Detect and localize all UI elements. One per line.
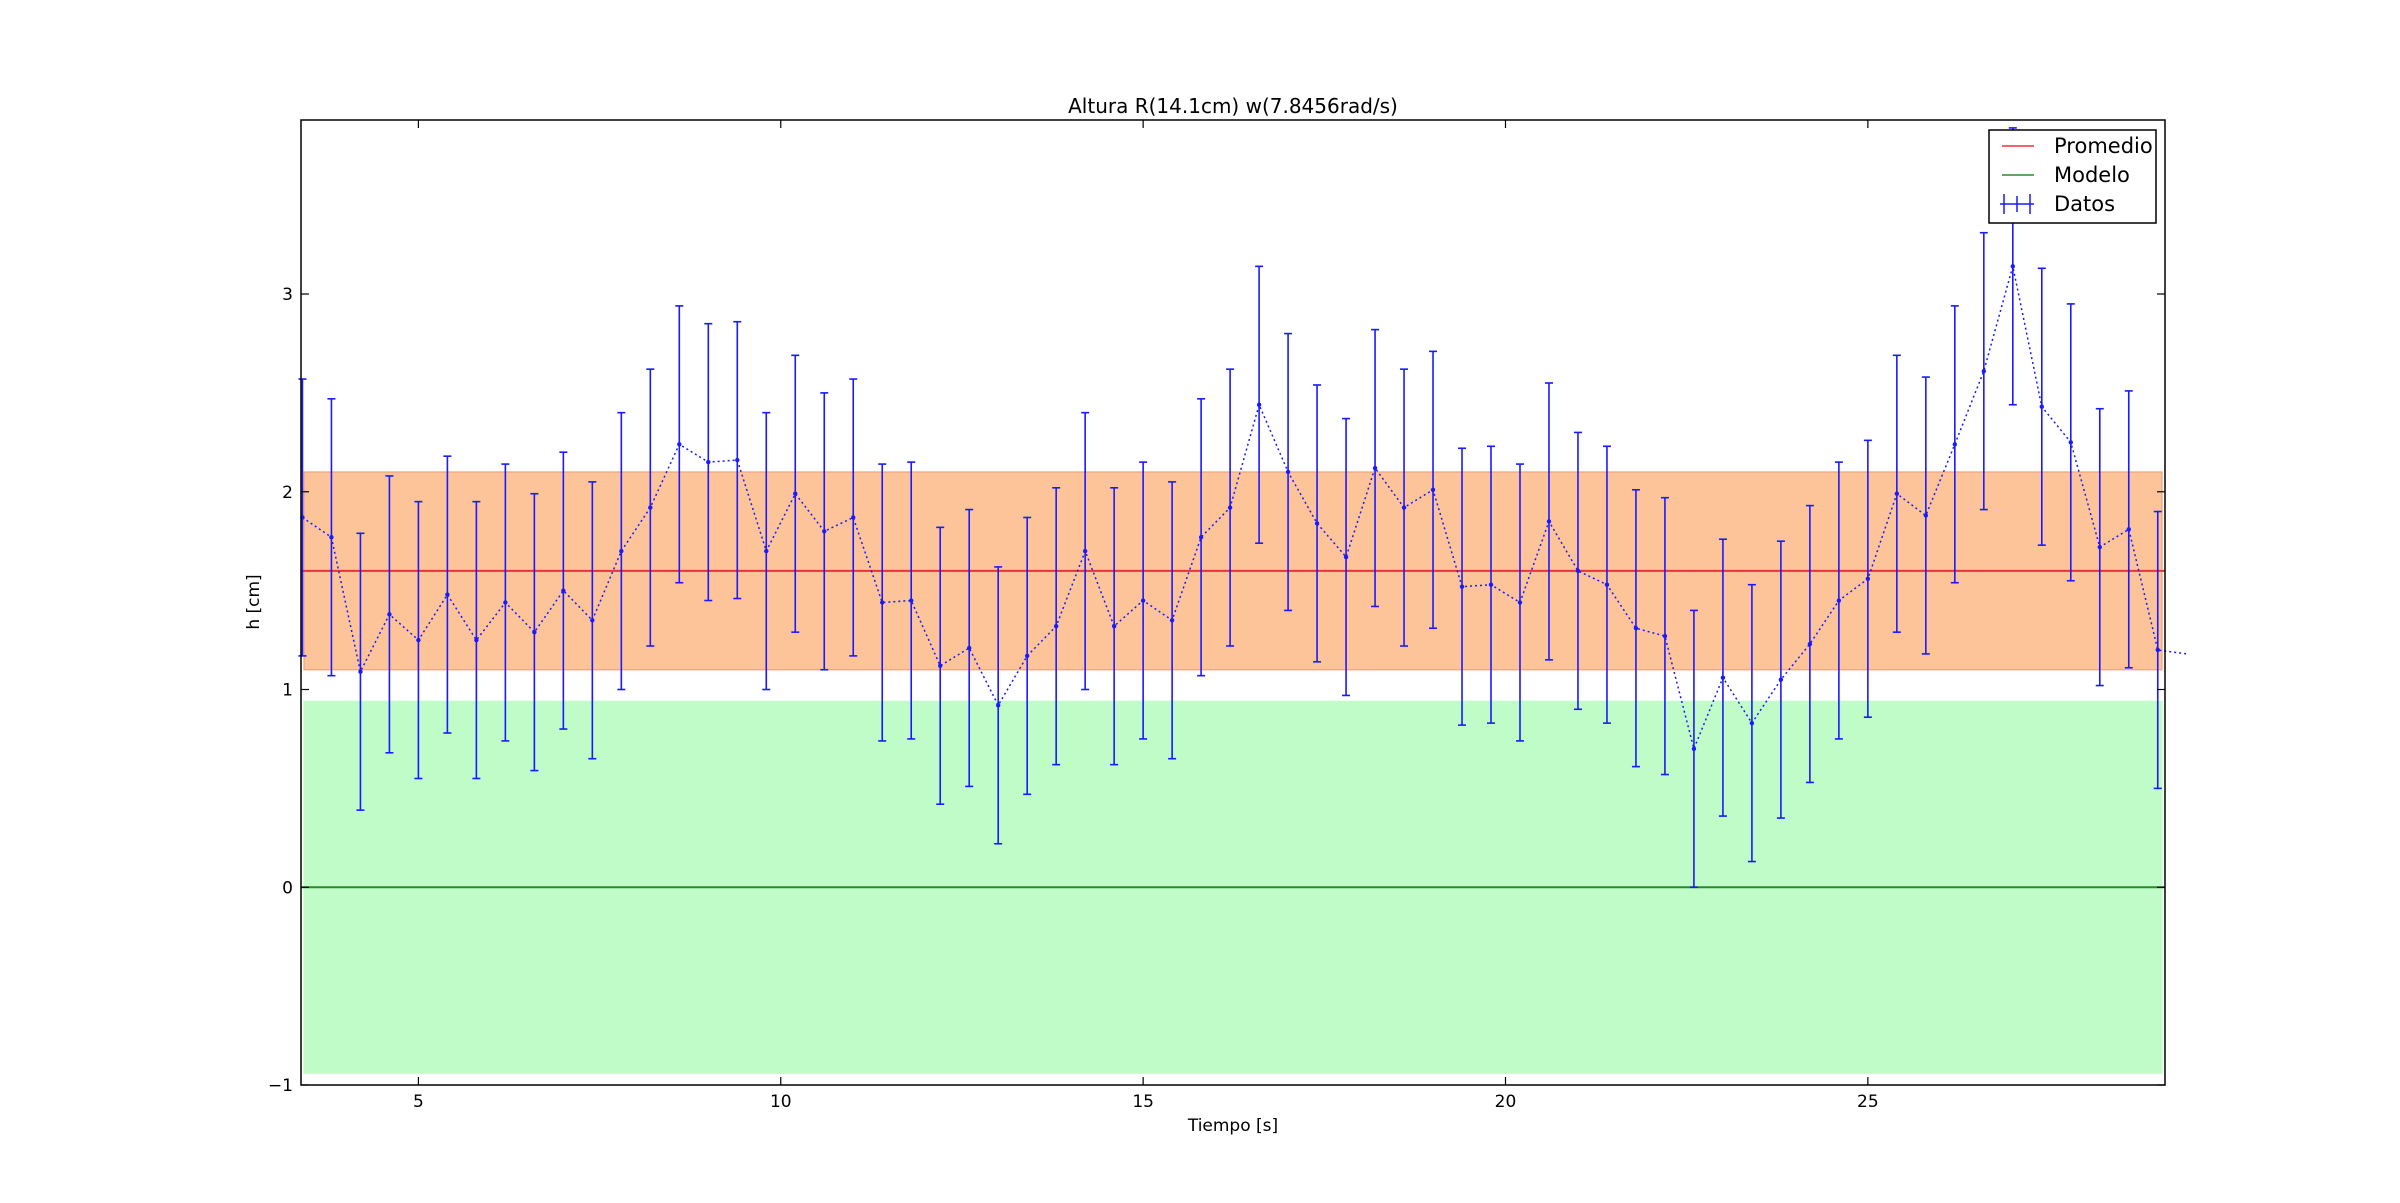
y-tick-label: 1 xyxy=(282,681,293,701)
datos-point xyxy=(358,669,363,674)
datos-point xyxy=(1807,641,1813,647)
datos-point xyxy=(648,505,653,510)
datos-point xyxy=(1575,568,1581,574)
datos-point xyxy=(1923,513,1929,518)
datos-point xyxy=(561,588,566,593)
datos-point xyxy=(416,637,421,643)
datos-point xyxy=(1198,535,1204,540)
datos-point xyxy=(1633,626,1639,631)
datos-point xyxy=(329,535,334,540)
y-tick-label: −1 xyxy=(268,1076,293,1096)
x-tick-label: 5 xyxy=(413,1092,424,1112)
datos-point xyxy=(1836,598,1842,603)
x-tick-label: 10 xyxy=(770,1092,792,1112)
datos-point xyxy=(1546,519,1552,524)
datos-point xyxy=(735,457,740,463)
legend: Promedio Modelo Datos xyxy=(1988,129,2157,224)
datos-point xyxy=(1981,368,1987,374)
datos-point xyxy=(1401,505,1407,510)
datos-point xyxy=(1140,598,1146,603)
datos-point xyxy=(1894,491,1900,496)
datos-point xyxy=(2010,264,2016,269)
datos-point xyxy=(445,592,450,597)
datos-point xyxy=(2068,440,2073,445)
datos-point xyxy=(1691,746,1697,752)
datos-point xyxy=(2039,404,2044,409)
datos-series xyxy=(298,127,2187,889)
datos-point xyxy=(1430,487,1436,492)
datos-point xyxy=(1749,720,1755,726)
x-tick-label: 15 xyxy=(1132,1092,1154,1112)
y-tick-label: 0 xyxy=(282,878,293,898)
datos-point xyxy=(619,548,624,554)
datos-point xyxy=(1285,469,1291,475)
lines-layer xyxy=(301,569,2165,889)
datos-point xyxy=(1952,442,1958,447)
datos-point xyxy=(1227,505,1233,510)
datos-point xyxy=(532,629,537,635)
datos-point xyxy=(1778,677,1784,682)
datos-point xyxy=(1720,675,1726,680)
datos-point xyxy=(474,637,479,643)
datos-point xyxy=(590,618,595,623)
datos-point xyxy=(2155,647,2160,653)
datos-point xyxy=(995,703,1001,708)
datos-point xyxy=(2126,527,2131,532)
y-tick-label: 2 xyxy=(282,483,293,503)
datos-point xyxy=(851,515,856,520)
y-axis-label: h [cm] xyxy=(244,574,264,629)
chart-title: Altura R(14.1cm) w(7.8456rad/s) xyxy=(1068,94,1398,118)
datos-point xyxy=(1517,600,1523,605)
datos-point xyxy=(1111,624,1117,629)
datos-point xyxy=(1053,624,1059,629)
datos-point xyxy=(1024,653,1030,659)
plot-frame xyxy=(300,119,2166,1086)
datos-point xyxy=(1604,582,1610,587)
datos-point xyxy=(1169,618,1175,623)
datos-point xyxy=(677,442,682,447)
datos-point xyxy=(706,459,711,465)
x-tick-label: 20 xyxy=(1495,1092,1517,1112)
datos-point xyxy=(1314,521,1320,526)
datos-point xyxy=(938,663,943,668)
datos-point xyxy=(1459,584,1465,589)
datos-dotted-line xyxy=(301,266,2187,752)
datos-point xyxy=(880,600,885,605)
datos-point xyxy=(2097,544,2102,550)
datos-point xyxy=(1662,633,1668,639)
datos-point xyxy=(1343,554,1349,560)
bands-layer xyxy=(303,471,2163,1074)
legend-marker-datos xyxy=(2000,194,2034,214)
x-tick-label: 25 xyxy=(1857,1092,1879,1112)
datos-point xyxy=(1256,402,1262,407)
y-tick-label: 3 xyxy=(282,285,293,305)
ticks-layer: 5 10 15 20 25 −1 0 1 2 3 xyxy=(268,120,2165,1112)
datos-point xyxy=(1372,465,1378,471)
datos-point xyxy=(503,600,508,605)
x-axis-label: Tiempo [s] xyxy=(1187,1116,1278,1136)
datos-point xyxy=(793,491,798,496)
legend-label-promedio: Promedio xyxy=(2054,134,2153,158)
datos-point xyxy=(822,529,827,534)
datos-point xyxy=(764,548,769,554)
datos-point xyxy=(1865,576,1871,581)
legend-label-datos: Datos xyxy=(2054,192,2115,216)
legend-label-modelo: Modelo xyxy=(2054,163,2130,187)
datos-point xyxy=(909,598,914,603)
datos-point xyxy=(387,612,392,617)
datos-point xyxy=(966,645,972,651)
datos-point xyxy=(1082,548,1088,554)
datos-point xyxy=(1488,582,1494,587)
